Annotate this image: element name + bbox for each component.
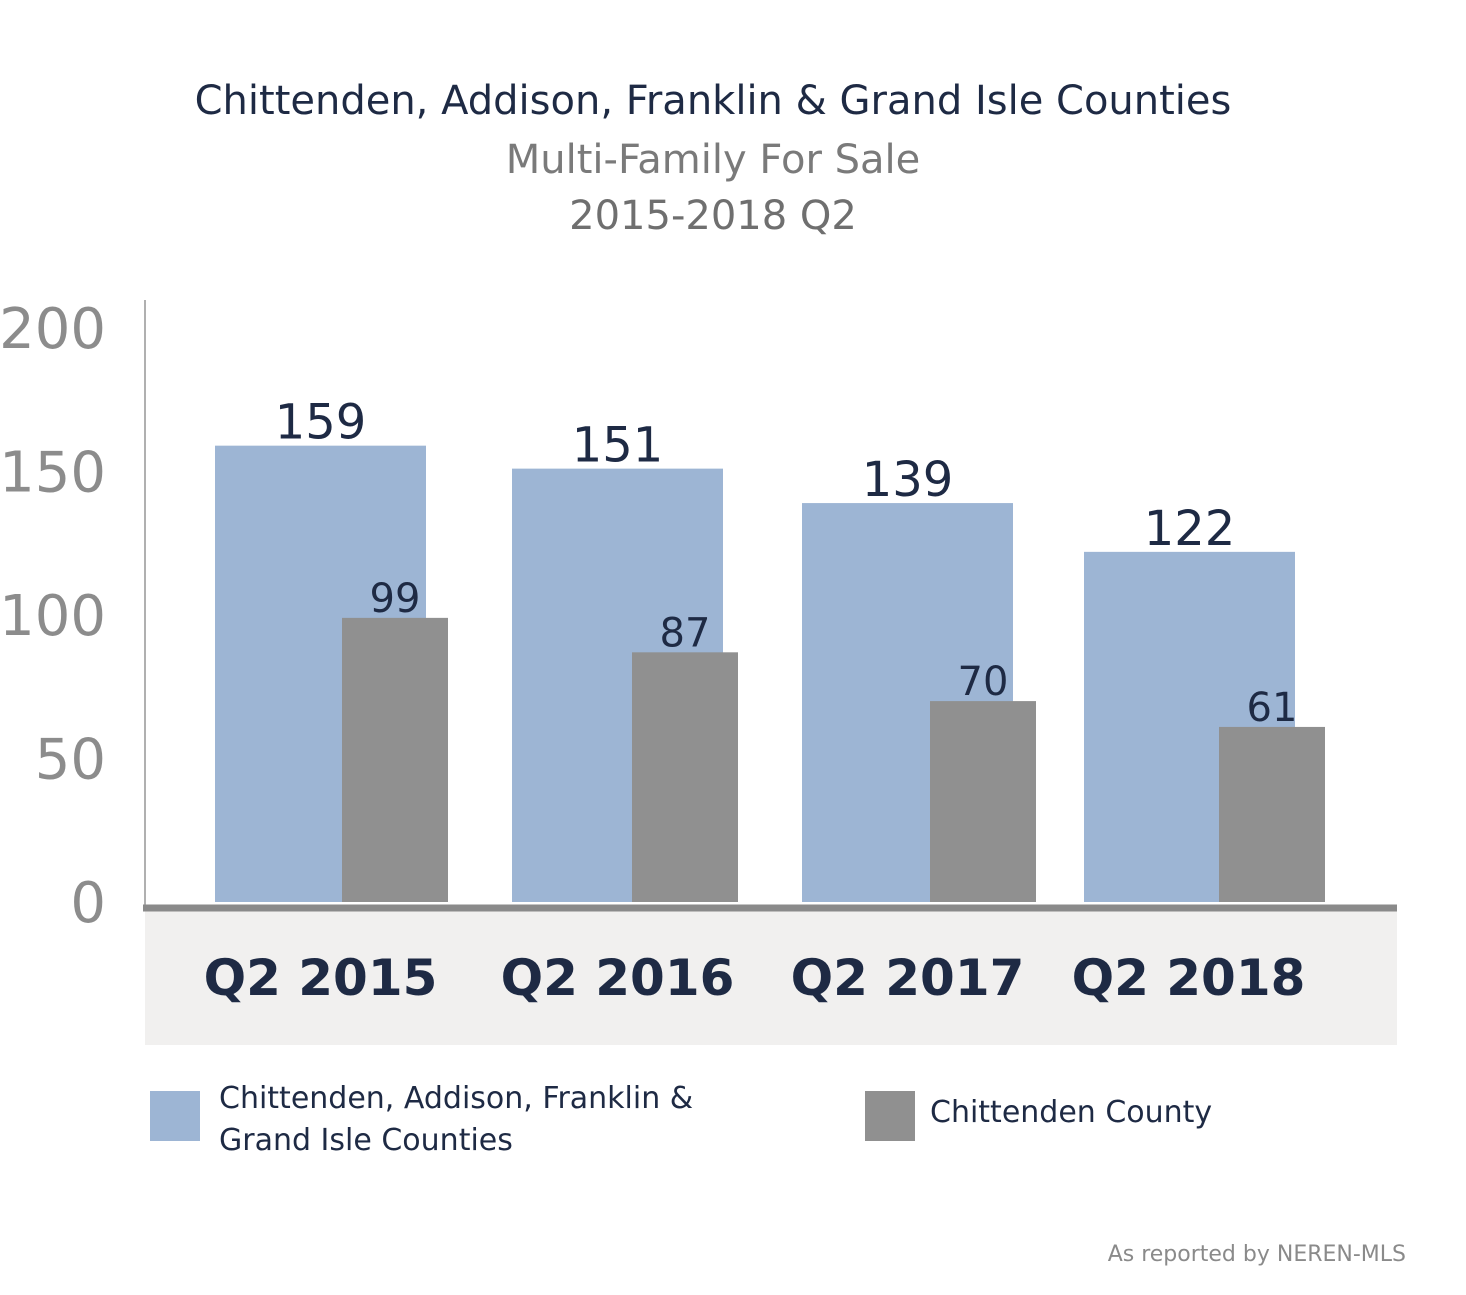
data-label-four-counties: 151 — [572, 418, 664, 474]
x-category-label: Q2 2018 — [1072, 949, 1306, 1007]
bar-chittenden — [1219, 726, 1325, 902]
bar-chart: 0 50 100 150 200 159 99 151 87 139 70 122 61 Q2 201… — [0, 297, 1397, 1045]
data-label-chittenden: 99 — [370, 576, 421, 622]
bar-chittenden — [342, 617, 448, 902]
data-label-chittenden: 70 — [958, 659, 1009, 705]
legend-label-four-counties: Chittenden, Addison, Franklin & Grand Is… — [219, 1078, 693, 1162]
x-category-label: Q2 2016 — [501, 949, 735, 1007]
bar-chittenden — [930, 701, 1036, 902]
y-tick-label: 150 — [0, 441, 106, 506]
legend-label-line1: Chittenden, Addison, Franklin & — [219, 1081, 694, 1116]
data-label-chittenden: 87 — [660, 610, 711, 656]
x-category-label: Q2 2017 — [791, 949, 1025, 1007]
legend-label-line2: Grand Isle Counties — [219, 1123, 513, 1158]
chart-period: 2015-2018 Q2 — [569, 193, 857, 239]
data-label-four-counties: 159 — [275, 395, 367, 451]
y-tick-label: 50 — [35, 728, 106, 793]
x-category-label: Q2 2015 — [204, 949, 438, 1007]
x-axis-band — [145, 908, 1397, 1045]
chart-subtitle: Multi-Family For Sale — [505, 137, 921, 183]
source-note: As reported by NEREN-MLS — [1107, 1242, 1406, 1267]
data-label-four-counties: 139 — [862, 452, 954, 508]
y-tick-label: 0 — [70, 871, 106, 936]
data-label-chittenden: 61 — [1247, 685, 1298, 731]
chart-title: Chittenden, Addison, Franklin & Grand Is… — [194, 78, 1232, 124]
legend-swatch-four-counties — [150, 1091, 200, 1141]
legend-label-chittenden: Chittenden County — [930, 1095, 1213, 1130]
y-tick-label: 200 — [0, 297, 106, 362]
legend-swatch-chittenden — [865, 1091, 915, 1141]
data-label-four-counties: 122 — [1144, 501, 1236, 557]
bar-chittenden — [632, 652, 738, 902]
y-tick-label: 100 — [0, 584, 106, 649]
